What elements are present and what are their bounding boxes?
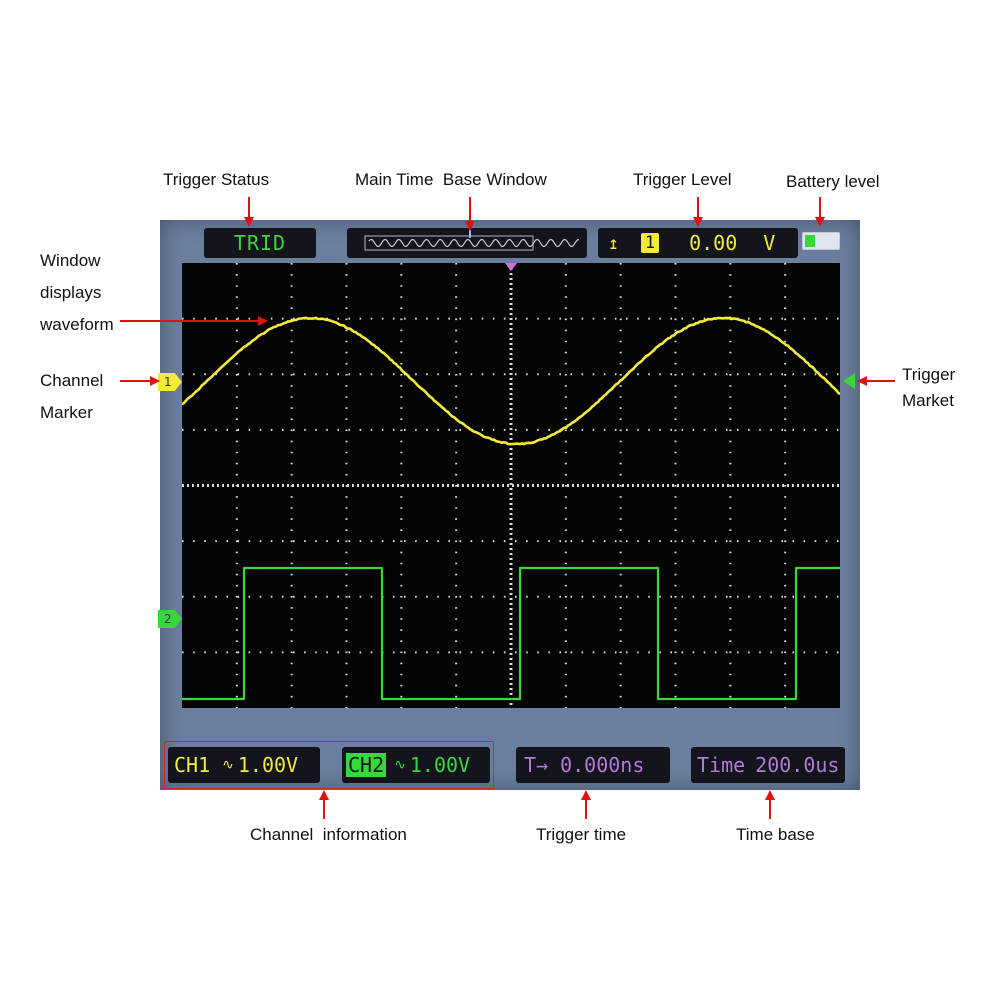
trigger-time-value: 0.000ns: [560, 753, 644, 777]
ch2-marker-number: 2: [164, 612, 172, 626]
trigger-level-unit: V: [763, 231, 775, 255]
trigger-level-value: 0.00: [689, 231, 737, 255]
battery-level-indicator: [802, 232, 840, 250]
time-base-value: 200.0us: [755, 753, 839, 777]
graticule-grid: [182, 263, 840, 708]
window-displays-waveform-label: Window displays waveform: [40, 245, 114, 341]
trigger-level-marker: [843, 373, 855, 389]
channel-marker-label-line-1: Channel: [40, 365, 103, 397]
ch1-info-panel: CH1 ∿ 1.00V: [168, 747, 320, 783]
waveform-window: [182, 263, 840, 708]
ch1-coupling-icon: ∿: [222, 757, 234, 773]
ch1-volts-per-div: 1.00V: [238, 753, 298, 777]
battery-fill: [805, 235, 815, 247]
timebase-preview-trace: [369, 240, 579, 247]
channel-marker-label: Channel Marker: [40, 365, 103, 429]
trigger-time-label: Trigger time: [536, 826, 626, 843]
waveform-label-line-2: displays: [40, 277, 114, 309]
trigger-status-label: Trigger Status: [163, 171, 269, 188]
ch1-sine-wave-trace: [182, 318, 840, 444]
trigger-status-value: TRID: [234, 231, 286, 255]
trigger-status-panel: TRID: [204, 228, 316, 258]
waveform-label-line-1: Window: [40, 245, 114, 277]
ch1-name: CH1: [174, 753, 210, 777]
trigger-channel-badge: 1: [641, 233, 659, 253]
ch2-name: CH2: [346, 753, 386, 777]
rising-edge-icon: ↥: [608, 233, 619, 254]
main-time-base-window-label: Main Time Base Window: [355, 171, 547, 188]
trigger-level-panel: ↥ 1 0.00 V: [598, 228, 798, 258]
ch2-volts-per-div: 1.00V: [410, 753, 470, 777]
trigger-time-panel: T→ 0.000ns: [516, 747, 670, 783]
trigger-position-marker: [505, 263, 517, 271]
ch2-info-panel: CH2 ∿ 1.00V: [342, 747, 490, 783]
channel-marker-label-line-2: Marker: [40, 397, 103, 429]
timebase-waveform-preview: [347, 228, 587, 258]
trigger-level-label: Trigger Level: [633, 171, 732, 188]
ch1-marker-number: 1: [164, 375, 172, 389]
channel-information-label: Channel information: [250, 826, 407, 843]
waveform-label-line-3: waveform: [40, 309, 114, 341]
waveform-display: [182, 263, 840, 708]
trigger-market-label-line-2: Market: [902, 388, 955, 414]
battery-level-label: Battery level: [786, 173, 880, 190]
trigger-time-prefix: T→: [524, 753, 548, 777]
ch2-coupling-icon: ∿: [394, 757, 406, 773]
time-base-label: Time base: [736, 826, 815, 843]
main-time-base-window: [347, 228, 587, 258]
time-base-panel: Time 200.0us: [691, 747, 845, 783]
time-base-prefix: Time: [697, 753, 745, 777]
trigger-market-label-line-1: Trigger: [902, 362, 955, 388]
trigger-market-label: Trigger Market: [902, 362, 955, 414]
